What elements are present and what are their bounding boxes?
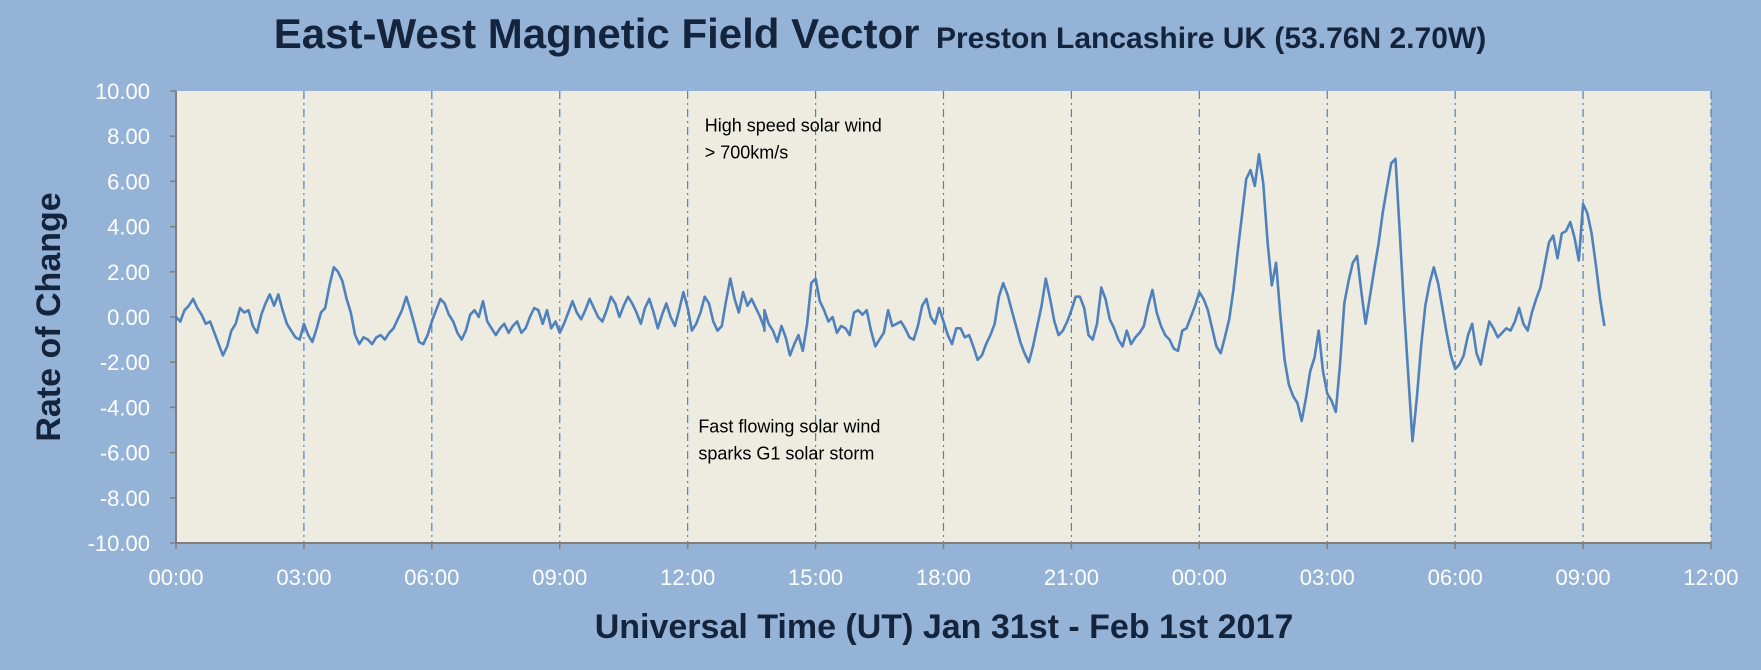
- x-tick-label: 06:00: [1428, 565, 1483, 590]
- y-tick-label: 4.00: [107, 215, 150, 240]
- x-tick-label: 03:00: [276, 565, 331, 590]
- x-tick-label: 15:00: [788, 565, 843, 590]
- x-ticks: 00:00 03:00 06:00 09:00 12:00 15:00 18:00 21:00…: [148, 543, 1739, 590]
- y-tick-label: -2.00: [100, 350, 150, 375]
- grid: [303, 91, 1712, 543]
- series-layer: [175, 153, 1606, 443]
- y-tick-label: -6.00: [100, 441, 150, 466]
- x-tick-label: 12:00: [1683, 565, 1738, 590]
- x-tick-label: 09:00: [532, 565, 587, 590]
- x-tick-label: 18:00: [916, 565, 971, 590]
- y-tick-label: -10.00: [88, 531, 150, 556]
- chart-subtitle: Preston Lancashire UK (53.76N 2.70W): [936, 22, 1486, 55]
- series-line: [175, 153, 1606, 443]
- x-tick-label: 00:00: [1172, 565, 1227, 590]
- chart-title-line: East-West Magnetic Field Vector Preston …: [274, 10, 1486, 57]
- x-tick-label: 00:00: [148, 565, 203, 590]
- y-tick-label: 10.00: [95, 79, 150, 104]
- y-tick-label: 0.00: [107, 305, 150, 330]
- y-tick-label: -4.00: [100, 395, 150, 420]
- annotation-text: High speed solar wind > 700km/s: [705, 116, 882, 163]
- y-axis-title: Rate of Change: [30, 192, 68, 441]
- x-tick-label: 06:00: [404, 565, 459, 590]
- x-tick-label: 12:00: [660, 565, 715, 590]
- chart-title: East-West Magnetic Field Vector: [274, 10, 920, 57]
- x-tick-label: 03:00: [1300, 565, 1355, 590]
- y-tick-label: 2.00: [107, 260, 150, 285]
- annotations: High speed solar wind > 700km/s Fast flowi…: [698, 116, 882, 464]
- y-tick-label: -8.00: [100, 486, 150, 511]
- x-axis-title: Universal Time (UT) Jan 31st - Feb 1st 2…: [595, 608, 1294, 646]
- y-ticks: 10.00 8.00 6.00 4.00 2.00 0.00 -2.00 -4.00 -6.00…: [88, 79, 176, 556]
- y-tick-label: 8.00: [107, 124, 150, 149]
- annotation-text: Fast flowing solar wind sparks G1 solar s…: [698, 416, 880, 463]
- x-tick-label: 09:00: [1556, 565, 1611, 590]
- y-tick-label: 6.00: [107, 169, 150, 194]
- x-tick-label: 21:00: [1044, 565, 1099, 590]
